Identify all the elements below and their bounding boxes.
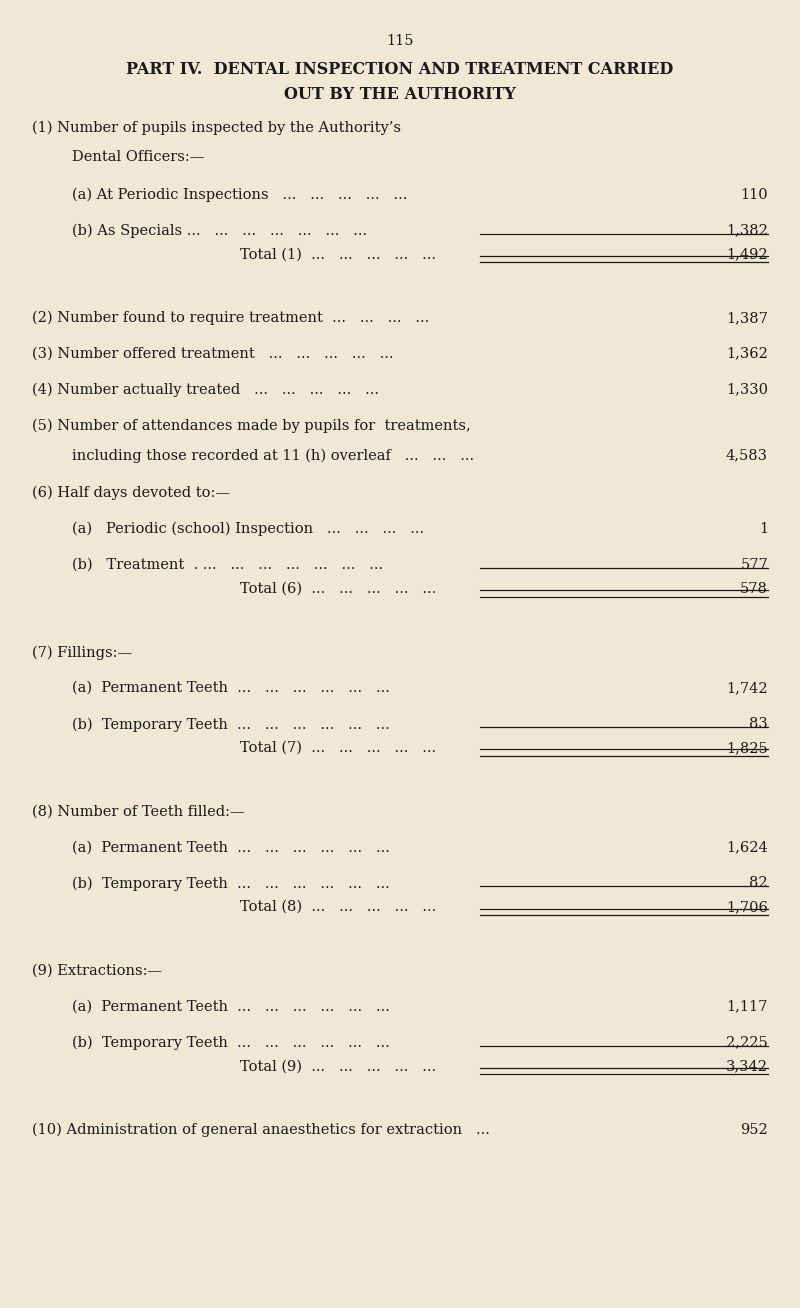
Text: (10) Administration of general anaesthetics for extraction   ...: (10) Administration of general anaesthet… [32,1122,490,1137]
Text: 952: 952 [740,1122,768,1137]
Text: 577: 577 [740,559,768,572]
Text: (a)   Periodic (school) Inspection   ...   ...   ...   ...: (a) Periodic (school) Inspection ... ...… [72,522,424,536]
Text: (1) Number of pupils inspected by the Authority’s: (1) Number of pupils inspected by the Au… [32,120,401,135]
Text: (b)  Temporary Teeth  ...   ...   ...   ...   ...   ...: (b) Temporary Teeth ... ... ... ... ... … [72,876,390,891]
Text: (6) Half days devoted to:—: (6) Half days devoted to:— [32,487,230,501]
Text: 1,330: 1,330 [726,383,768,396]
Text: Total (8)  ...   ...   ...   ...   ...: Total (8) ... ... ... ... ... [240,900,436,914]
Text: Total (6)  ...   ...   ...   ...   ...: Total (6) ... ... ... ... ... [240,582,436,595]
Text: 2,225: 2,225 [726,1036,768,1049]
Text: 1,362: 1,362 [726,347,768,361]
Text: (4) Number actually treated   ...   ...   ...   ...   ...: (4) Number actually treated ... ... ... … [32,383,379,398]
Text: 578: 578 [740,582,768,595]
Text: Total (7)  ...   ...   ...   ...   ...: Total (7) ... ... ... ... ... [240,740,436,755]
Text: OUT BY THE AUTHORITY: OUT BY THE AUTHORITY [284,86,516,103]
Text: Total (9)  ...   ...   ...   ...   ...: Total (9) ... ... ... ... ... [240,1059,436,1074]
Text: (7) Fillings:—: (7) Fillings:— [32,645,132,659]
Text: (8) Number of Teeth filled:—: (8) Number of Teeth filled:— [32,804,245,819]
Text: (a) At Periodic Inspections   ...   ...   ...   ...   ...: (a) At Periodic Inspections ... ... ... … [72,187,407,201]
Text: 1,387: 1,387 [726,311,768,324]
Text: Total (1)  ...   ...   ...   ...   ...: Total (1) ... ... ... ... ... [240,247,436,262]
Text: (b)   Treatment  . ...   ...   ...   ...   ...   ...   ...: (b) Treatment . ... ... ... ... ... ... … [72,559,383,572]
Text: 1,624: 1,624 [726,840,768,854]
Text: 3,342: 3,342 [726,1059,768,1074]
Text: 1,382: 1,382 [726,224,768,238]
Text: 1,742: 1,742 [726,681,768,695]
Text: (2) Number found to require treatment  ...   ...   ...   ...: (2) Number found to require treatment ..… [32,311,430,326]
Text: Dental Officers:—: Dental Officers:— [72,150,204,164]
Text: 1,706: 1,706 [726,900,768,914]
Text: (3) Number offered treatment   ...   ...   ...   ...   ...: (3) Number offered treatment ... ... ...… [32,347,394,361]
Text: 1: 1 [759,522,768,536]
Text: (5) Number of attendances made by pupils for  treatments,: (5) Number of attendances made by pupils… [32,419,470,433]
Text: 1,117: 1,117 [726,999,768,1014]
Text: 1,492: 1,492 [726,247,768,262]
Text: PART IV.  DENTAL INSPECTION AND TREATMENT CARRIED: PART IV. DENTAL INSPECTION AND TREATMENT… [126,61,674,78]
Text: (b) As Specials ...   ...   ...   ...   ...   ...   ...: (b) As Specials ... ... ... ... ... ... … [72,224,367,238]
Text: (b)  Temporary Teeth  ...   ...   ...   ...   ...   ...: (b) Temporary Teeth ... ... ... ... ... … [72,717,390,731]
Text: 83: 83 [750,717,768,731]
Text: (9) Extractions:—: (9) Extractions:— [32,964,162,977]
Text: including those recorded at 11 (h) overleaf   ...   ...   ...: including those recorded at 11 (h) overl… [72,449,474,463]
Text: 1,825: 1,825 [726,740,768,755]
Text: 82: 82 [750,876,768,891]
Text: (b)  Temporary Teeth  ...   ...   ...   ...   ...   ...: (b) Temporary Teeth ... ... ... ... ... … [72,1036,390,1050]
Text: (a)  Permanent Teeth  ...   ...   ...   ...   ...   ...: (a) Permanent Teeth ... ... ... ... ... … [72,999,390,1014]
Text: 115: 115 [386,34,414,48]
Text: (a)  Permanent Teeth  ...   ...   ...   ...   ...   ...: (a) Permanent Teeth ... ... ... ... ... … [72,840,390,854]
Text: 110: 110 [740,187,768,201]
Text: (a)  Permanent Teeth  ...   ...   ...   ...   ...   ...: (a) Permanent Teeth ... ... ... ... ... … [72,681,390,695]
Text: 4,583: 4,583 [726,449,768,462]
